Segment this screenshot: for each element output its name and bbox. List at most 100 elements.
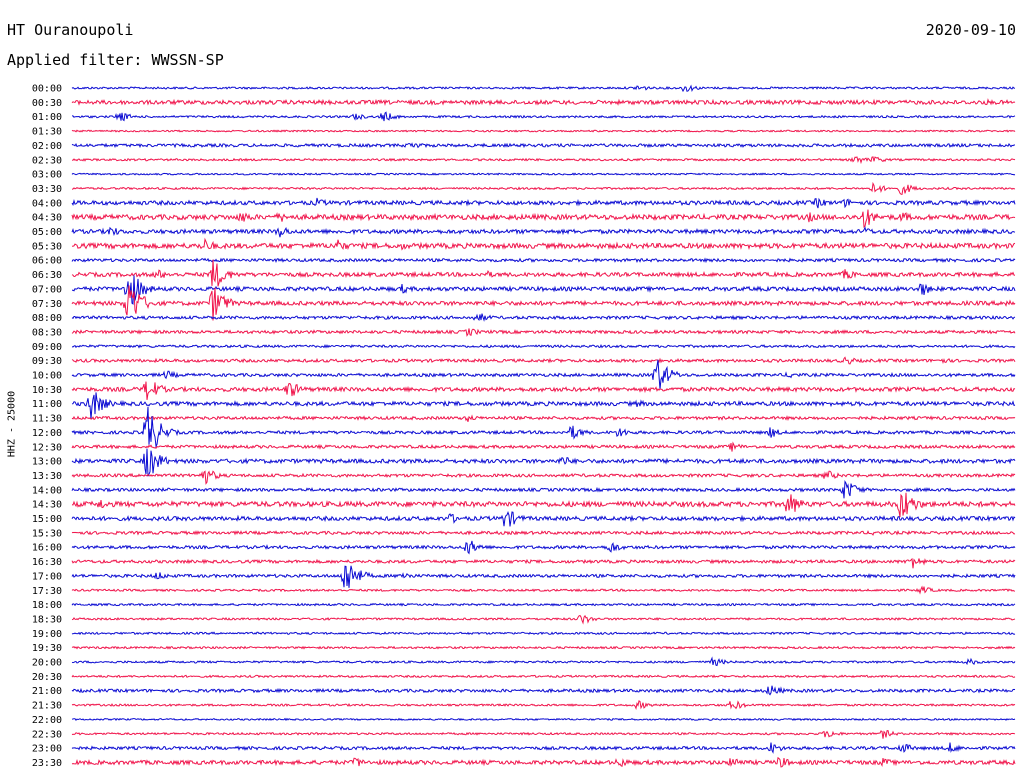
row-time-label: 08:00 <box>32 313 62 324</box>
trace-line <box>71 756 1016 768</box>
trace-line <box>71 557 1016 569</box>
trace-line <box>71 142 1015 149</box>
trace-line <box>71 275 1016 305</box>
row-time-label: 09:00 <box>32 342 62 353</box>
row-time-label: 04:30 <box>32 213 62 224</box>
row-time-label: 22:30 <box>32 729 62 740</box>
row-time-label: 06:30 <box>32 270 62 281</box>
row-time-label: 20:00 <box>32 658 62 669</box>
trace-line <box>71 448 1016 477</box>
trace-line <box>71 631 1016 636</box>
row-time-label: 00:00 <box>32 84 62 95</box>
trace-line <box>71 441 1016 452</box>
row-time-label: 23:30 <box>32 758 62 769</box>
trace-line <box>71 742 1016 754</box>
row-time-label: 05:00 <box>32 227 62 238</box>
trace-line <box>71 343 1016 349</box>
trace-line <box>71 356 1016 365</box>
row-time-label: 08:30 <box>32 327 62 338</box>
row-time-label: 20:30 <box>32 672 62 683</box>
row-time-label: 01:00 <box>32 112 62 123</box>
trace-line <box>71 565 1016 588</box>
row-time-label: 09:30 <box>32 356 62 367</box>
trace-line <box>71 730 1016 739</box>
row-time-label: 02:00 <box>32 141 62 152</box>
row-time-label: 04:00 <box>32 198 62 209</box>
row-time-label: 16:30 <box>32 557 62 568</box>
row-time-label: 06:00 <box>32 256 62 267</box>
station-title: HT Ouranoupoli <box>7 21 134 39</box>
trace-line <box>71 585 1016 595</box>
filter-label: Applied filter: WWSSN-SP <box>7 51 224 69</box>
row-time-label: 21:00 <box>32 686 62 697</box>
trace-line <box>71 313 1016 322</box>
row-time-label: 15:30 <box>32 528 62 539</box>
trace-line <box>71 237 1016 251</box>
row-time-label: 18:00 <box>32 600 62 611</box>
trace-line <box>71 181 1016 195</box>
row-time-label: 11:00 <box>32 399 62 410</box>
trace-line <box>71 328 1016 337</box>
trace-line <box>71 226 1016 238</box>
row-time-label: 00:30 <box>32 98 62 109</box>
trace-line <box>71 540 1016 555</box>
trace-line <box>71 406 1016 449</box>
row-time-label: 11:30 <box>32 414 62 425</box>
trace-line <box>71 259 1016 287</box>
row-time-label: 07:00 <box>32 284 62 295</box>
trace-line <box>71 129 1016 133</box>
trace-line <box>71 392 1016 420</box>
trace-line <box>71 98 1016 106</box>
trace-line <box>71 172 1016 176</box>
row-time-label: 05:30 <box>32 241 62 252</box>
trace-line <box>71 156 1016 165</box>
row-time-label: 02:30 <box>32 155 62 166</box>
trace-line <box>71 645 1016 650</box>
trace-line <box>71 470 1016 485</box>
row-time-label: 17:00 <box>32 571 62 582</box>
trace-line <box>71 480 1016 499</box>
row-time-label: 12:00 <box>32 428 62 439</box>
row-time-label: 13:00 <box>32 457 62 468</box>
trace-line <box>71 700 1016 711</box>
row-time-label: 17:30 <box>32 586 62 597</box>
row-time-label: 14:00 <box>32 485 62 496</box>
trace-line <box>71 359 1016 390</box>
row-time-label: 10:00 <box>32 371 62 382</box>
row-time-label: 19:00 <box>32 629 62 640</box>
trace-line <box>71 209 1016 228</box>
trace-line <box>72 111 1016 122</box>
row-time-label: 07:30 <box>32 299 62 310</box>
row-time-label: 10:30 <box>32 385 62 396</box>
trace-line <box>71 656 1016 667</box>
trace-line <box>71 529 1016 536</box>
trace-line <box>71 602 1016 607</box>
row-time-label: 18:30 <box>32 614 62 625</box>
trace-line <box>71 197 1016 209</box>
row-time-label: 03:30 <box>32 184 62 195</box>
row-time-label: 03:00 <box>32 170 62 181</box>
row-time-label: 23:00 <box>32 744 62 755</box>
row-time-label: 12:30 <box>32 442 62 453</box>
trace-line <box>71 414 1016 422</box>
row-time-label: 19:30 <box>32 643 62 654</box>
row-time-label: 13:30 <box>32 471 62 482</box>
row-time-label: 01:30 <box>32 127 62 138</box>
trace-line <box>71 492 1016 518</box>
trace-line <box>71 717 1016 722</box>
trace-line <box>71 257 1016 264</box>
trace-line <box>71 510 1016 527</box>
trace-line <box>71 674 1016 679</box>
row-time-label: 16:00 <box>32 543 62 554</box>
row-time-label: 22:00 <box>32 715 62 726</box>
trace-line <box>71 285 1016 321</box>
trace-line <box>71 685 1016 696</box>
trace-line <box>71 614 1016 625</box>
row-time-label: 14:30 <box>32 500 62 511</box>
row-time-label: 15:00 <box>32 514 62 525</box>
trace-line <box>71 381 1016 400</box>
trace-line <box>71 84 1016 93</box>
date-label: 2020-09-10 <box>925 21 1016 39</box>
row-time-label: 21:30 <box>32 701 62 712</box>
